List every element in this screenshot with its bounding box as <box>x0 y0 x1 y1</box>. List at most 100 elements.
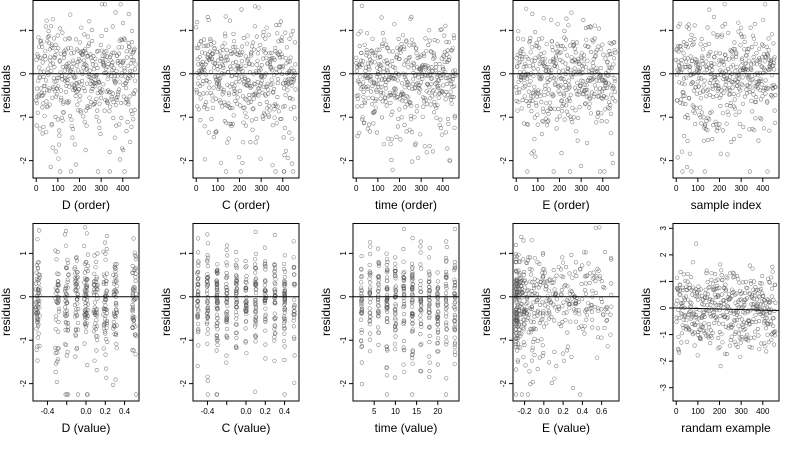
data-point <box>401 338 406 344</box>
data-point <box>699 59 704 64</box>
data-point <box>36 278 41 283</box>
data-point <box>427 340 432 345</box>
data-point <box>84 291 89 296</box>
data-point <box>760 71 766 76</box>
data-point <box>243 279 248 284</box>
data-point <box>546 111 551 116</box>
data-point <box>196 307 201 312</box>
data-point <box>63 392 68 397</box>
data-point <box>119 115 124 121</box>
data-point <box>227 105 232 110</box>
data-point <box>234 258 239 263</box>
data-point <box>592 23 597 28</box>
data-point <box>604 85 609 90</box>
y-tick-label: 1 <box>339 28 348 33</box>
data-point <box>598 72 603 77</box>
data-point <box>37 228 42 233</box>
data-point <box>591 64 596 69</box>
data-point <box>59 115 64 120</box>
data-point <box>102 329 108 334</box>
x-tick-label: 200 <box>553 184 567 193</box>
data-point <box>419 321 424 326</box>
data-point <box>685 165 690 170</box>
data-point <box>254 319 259 324</box>
data-point <box>698 337 703 342</box>
data-point <box>412 86 417 91</box>
data-point <box>674 319 679 324</box>
data-point <box>709 63 714 68</box>
data-point <box>205 341 210 346</box>
data-point <box>291 309 297 314</box>
data-point <box>515 359 521 364</box>
x-tick-label: 15 <box>412 407 421 416</box>
data-point <box>195 364 200 369</box>
data-point <box>360 59 366 64</box>
data-point <box>714 314 719 319</box>
data-point <box>46 40 51 45</box>
data-point <box>243 123 249 128</box>
data-point <box>426 298 432 303</box>
data-point <box>438 126 444 131</box>
data-point <box>743 279 748 284</box>
data-point <box>277 22 282 28</box>
y-tick-label: -2 <box>659 357 668 365</box>
data-point <box>401 44 406 49</box>
data-point <box>61 101 66 106</box>
data-point <box>547 309 552 314</box>
data-point <box>215 50 220 55</box>
data-point <box>195 81 201 86</box>
data-point <box>250 107 255 112</box>
data-point <box>519 301 524 306</box>
data-point <box>61 110 66 115</box>
data-point <box>215 63 220 68</box>
data-point <box>224 333 229 338</box>
data-point <box>242 105 247 110</box>
data-point <box>752 335 757 340</box>
data-point <box>717 345 722 350</box>
data-point <box>282 275 287 280</box>
data-point <box>119 45 124 50</box>
data-point <box>739 34 745 39</box>
data-point <box>707 80 712 85</box>
data-point <box>224 260 229 265</box>
data-point <box>230 121 235 126</box>
data-point <box>584 37 589 42</box>
data-point <box>214 348 219 353</box>
data-point <box>439 75 444 81</box>
data-point <box>603 80 609 85</box>
data-point <box>54 314 59 319</box>
data-point <box>736 93 741 98</box>
data-point <box>133 257 138 262</box>
data-point <box>51 36 57 41</box>
data-point <box>430 149 436 154</box>
data-point <box>533 29 538 35</box>
data-point <box>110 24 115 29</box>
data-point <box>570 120 575 125</box>
data-point <box>440 89 445 94</box>
data-point <box>435 362 440 367</box>
data-point <box>255 51 260 56</box>
data-point <box>740 101 745 106</box>
data-point <box>370 36 375 41</box>
plot-frame <box>192 0 300 179</box>
data-point <box>543 303 548 308</box>
data-point <box>678 269 683 275</box>
data-point <box>365 126 370 131</box>
data-point <box>710 67 715 73</box>
data-point <box>685 139 690 144</box>
data-point <box>732 97 737 102</box>
data-point <box>703 287 708 292</box>
data-point <box>252 24 257 29</box>
data-point <box>393 312 398 317</box>
data-point <box>244 286 249 291</box>
data-point <box>278 37 283 42</box>
data-point <box>112 279 117 284</box>
data-point <box>751 36 756 41</box>
data-point <box>46 29 51 34</box>
data-point <box>569 289 574 294</box>
data-point <box>205 52 210 57</box>
data-point <box>99 48 104 53</box>
data-point <box>426 42 431 48</box>
data-point <box>363 68 368 74</box>
data-point <box>247 92 252 98</box>
